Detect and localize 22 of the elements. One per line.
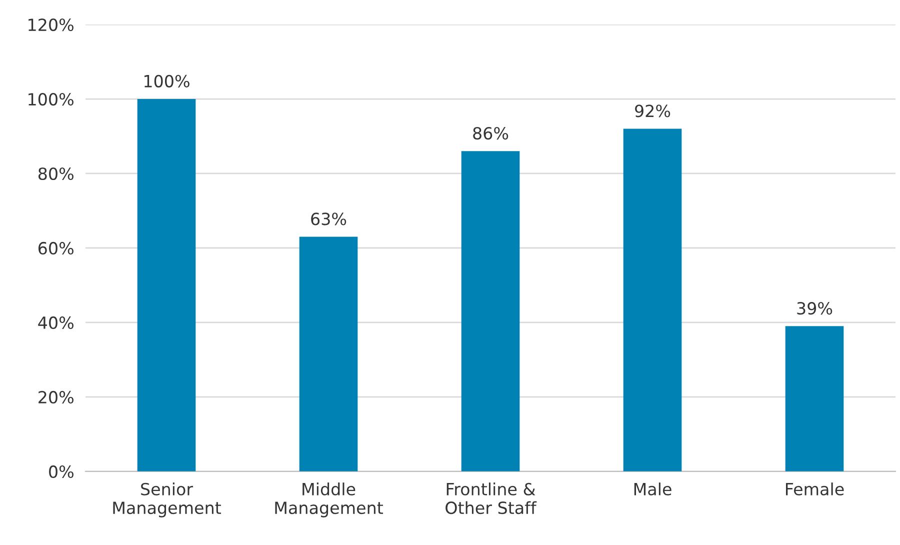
bar (299, 236, 358, 472)
y-tick-label: 0% (49, 465, 74, 478)
y-tick-label: 80% (38, 167, 74, 180)
x-tick-label: Female (786, 482, 844, 496)
data-label: 39% (797, 302, 832, 315)
y-tick-label: 40% (38, 316, 74, 330)
data-label: 86% (473, 126, 508, 140)
x-tick-label: Frontline & Other Staff (446, 482, 537, 514)
bar (461, 151, 520, 472)
y-tick-label: 120% (28, 18, 74, 32)
y-tick-label: 100% (28, 92, 74, 106)
data-label: 100% (144, 74, 190, 88)
x-tick-label: Male (634, 482, 672, 496)
x-tick-label: Senior Management (113, 482, 221, 518)
data-label: 92% (635, 104, 670, 118)
data-label: 63% (311, 212, 346, 226)
y-tick-label: 20% (38, 390, 74, 404)
x-tick-label: Middle Management (275, 482, 383, 518)
bar (623, 128, 682, 472)
y-tick-label: 60% (38, 242, 74, 255)
bar (785, 326, 844, 472)
bar (137, 99, 196, 472)
